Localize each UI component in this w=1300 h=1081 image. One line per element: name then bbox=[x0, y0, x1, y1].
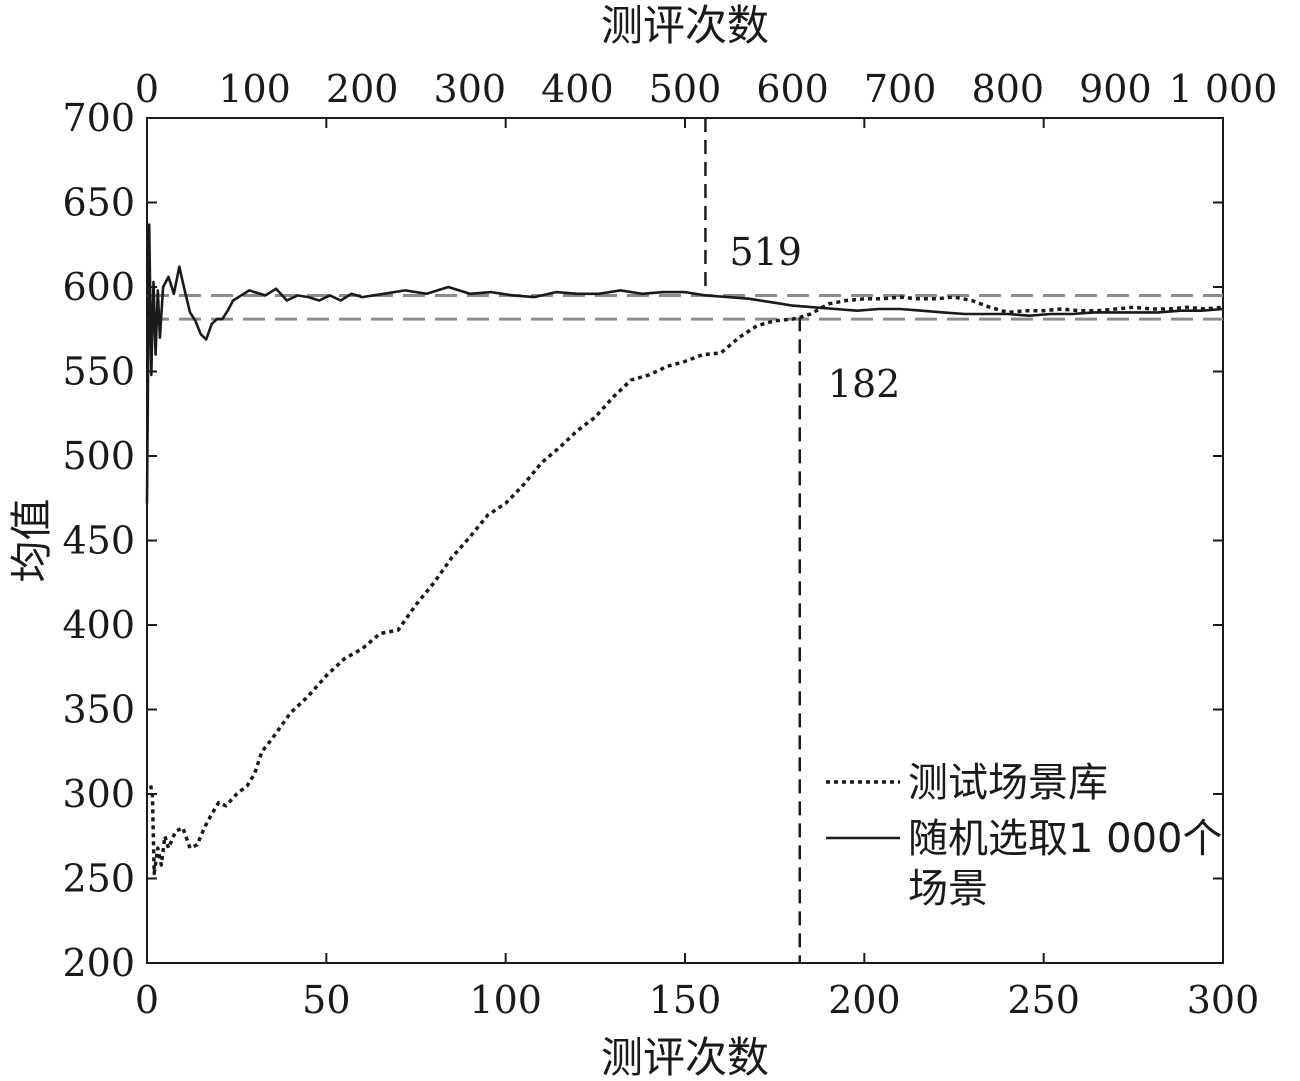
series-line-0 bbox=[148, 295, 1224, 876]
axes: 0 50 100 150 200 250 300 0 100 200 300 400 500 600 700… bbox=[7, 1, 1277, 1081]
y-axis-title: 均值 bbox=[7, 498, 56, 582]
x-bottom-tick-label-0: 0 bbox=[135, 978, 159, 1022]
x-top-tick-label-9: 900 bbox=[1079, 67, 1152, 111]
y-tick-label-8: 600 bbox=[62, 265, 135, 309]
x-top-tick-label-2: 200 bbox=[326, 67, 399, 111]
x-top-tick-label-10: 1 000 bbox=[1169, 67, 1278, 111]
x-top-tick-label-0: 0 bbox=[135, 67, 159, 111]
x-top-tick-label-6: 600 bbox=[756, 67, 829, 111]
legend-label-0: 测试场景库 bbox=[908, 760, 1108, 806]
x-bottom-tick-label-3: 150 bbox=[649, 978, 722, 1022]
x-bottom-tick-label-1: 50 bbox=[302, 978, 350, 1022]
x-top-tick-label-8: 800 bbox=[972, 67, 1045, 111]
y-tick-label-7: 550 bbox=[62, 350, 135, 394]
y-tick-label-10: 700 bbox=[62, 96, 135, 140]
y-tick-label-1: 250 bbox=[62, 857, 135, 901]
y-tick-label-3: 350 bbox=[62, 688, 135, 732]
y-tick-label-9: 650 bbox=[62, 181, 135, 225]
legend-label-1-continued: 场景 bbox=[908, 866, 988, 912]
x-bottom-axis-title: 测评次数 bbox=[601, 1033, 769, 1081]
x-top-tick-label-4: 400 bbox=[541, 67, 614, 111]
x-top-axis-title: 测评次数 bbox=[601, 1, 769, 50]
y-tick-label-0: 200 bbox=[62, 941, 135, 985]
x-top-tick-label-7: 700 bbox=[864, 67, 937, 111]
annotations: 519 182 bbox=[704, 118, 901, 963]
series-line-1 bbox=[145, 223, 1224, 504]
y-tick-label-4: 400 bbox=[62, 603, 135, 647]
y-tick-label-2: 300 bbox=[62, 772, 135, 816]
x-bottom-tick-label-6: 300 bbox=[1187, 978, 1260, 1022]
marker-label-1: 182 bbox=[828, 362, 901, 406]
x-bottom-tick-label-5: 250 bbox=[1007, 978, 1080, 1022]
y-tick-label-6: 500 bbox=[62, 434, 135, 478]
y-tick-label-5: 450 bbox=[62, 519, 135, 563]
x-top-tick-label-5: 500 bbox=[649, 67, 722, 111]
reference-lines bbox=[147, 293, 1223, 321]
x-bottom-tick-label-4: 200 bbox=[828, 978, 901, 1022]
legend-label-1: 随机选取1 000个 bbox=[908, 816, 1223, 862]
x-top-tick-label-1: 100 bbox=[218, 67, 291, 111]
x-bottom-tick-label-2: 100 bbox=[469, 978, 542, 1022]
x-top-tick-label-3: 300 bbox=[434, 67, 507, 111]
marker-label-0: 519 bbox=[729, 230, 802, 274]
series-layer bbox=[145, 223, 1224, 876]
